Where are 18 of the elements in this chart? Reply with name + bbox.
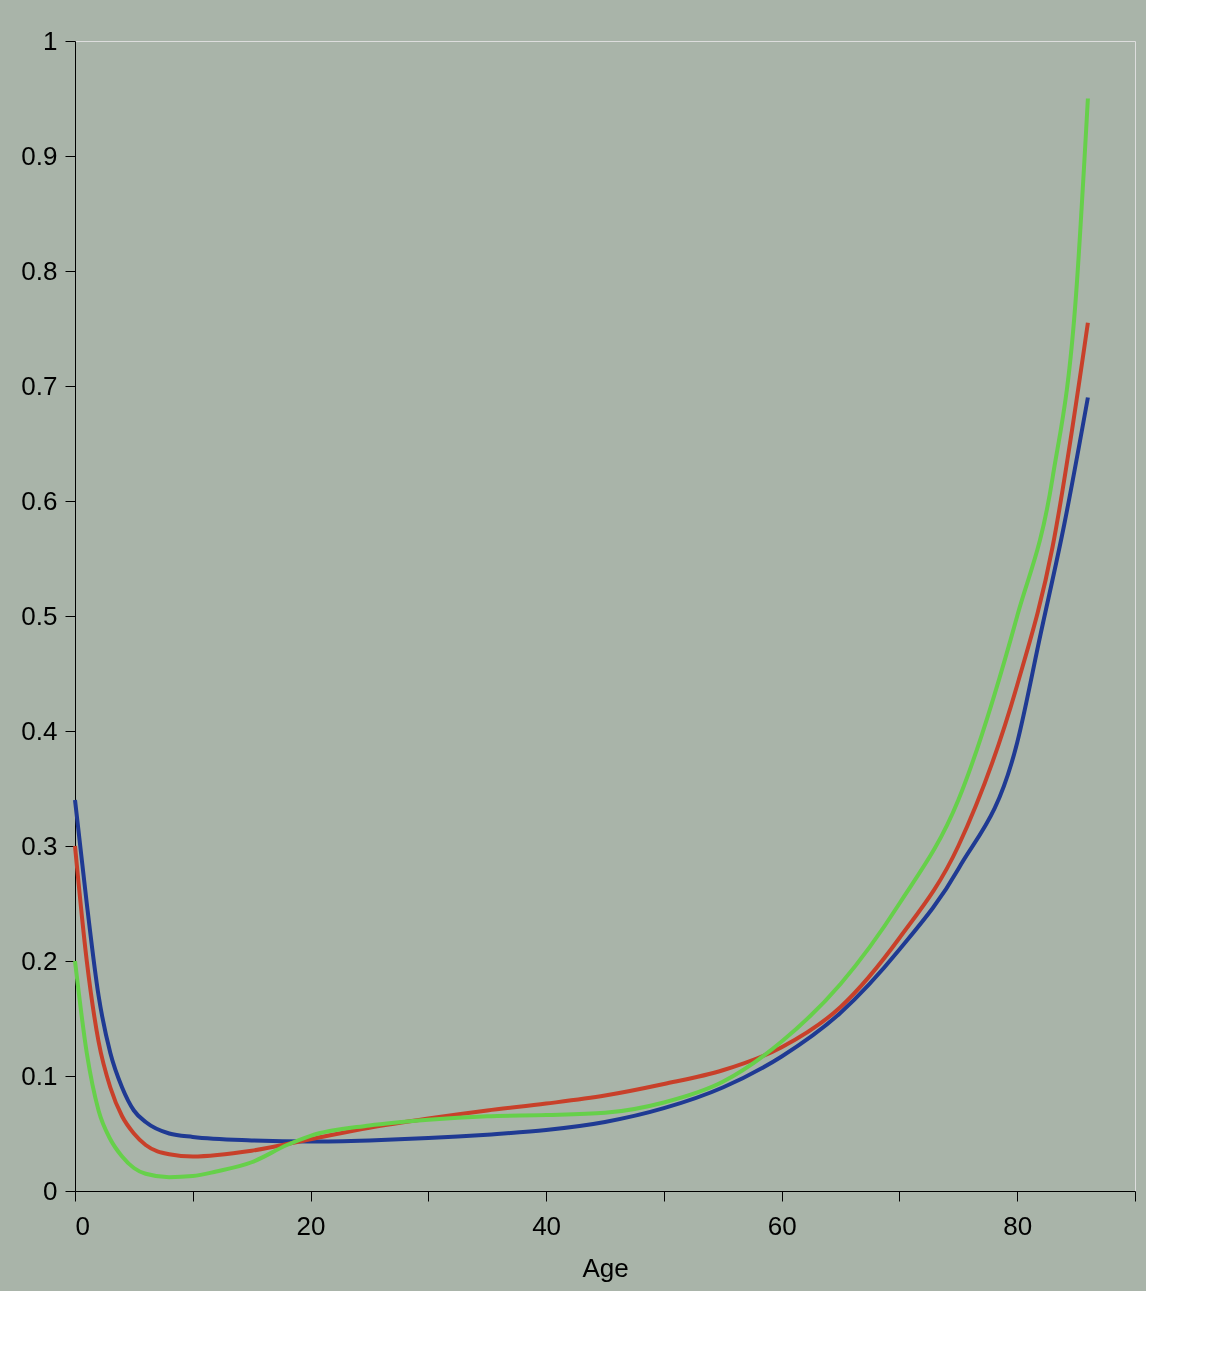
y-tick-label: 1 [43, 25, 58, 56]
y-tick-label: 0.9 [21, 140, 58, 171]
y-tick-label: 0.2 [21, 945, 58, 976]
x-tick-label: 20 [296, 1210, 326, 1241]
y-tick-label: 0.7 [21, 370, 58, 401]
y-tick-label: 0.5 [21, 600, 58, 631]
x-tick-label: 0 [75, 1210, 90, 1241]
line-series [73, 96, 1090, 1180]
y-tick-label: 0.4 [21, 715, 58, 746]
x-tick-label: 80 [1003, 1210, 1033, 1241]
y-tick-label: 0.6 [21, 485, 58, 516]
y-tick-label: 0.3 [21, 830, 58, 861]
y-tick-label: 0.1 [21, 1060, 58, 1091]
x-tick-label: 40 [532, 1210, 562, 1241]
x-tick-label: 60 [767, 1210, 797, 1241]
x-axis-title: Age [582, 1252, 629, 1283]
y-tick-label: 0.8 [21, 255, 58, 286]
y-tick-label: 0 [43, 1175, 58, 1206]
